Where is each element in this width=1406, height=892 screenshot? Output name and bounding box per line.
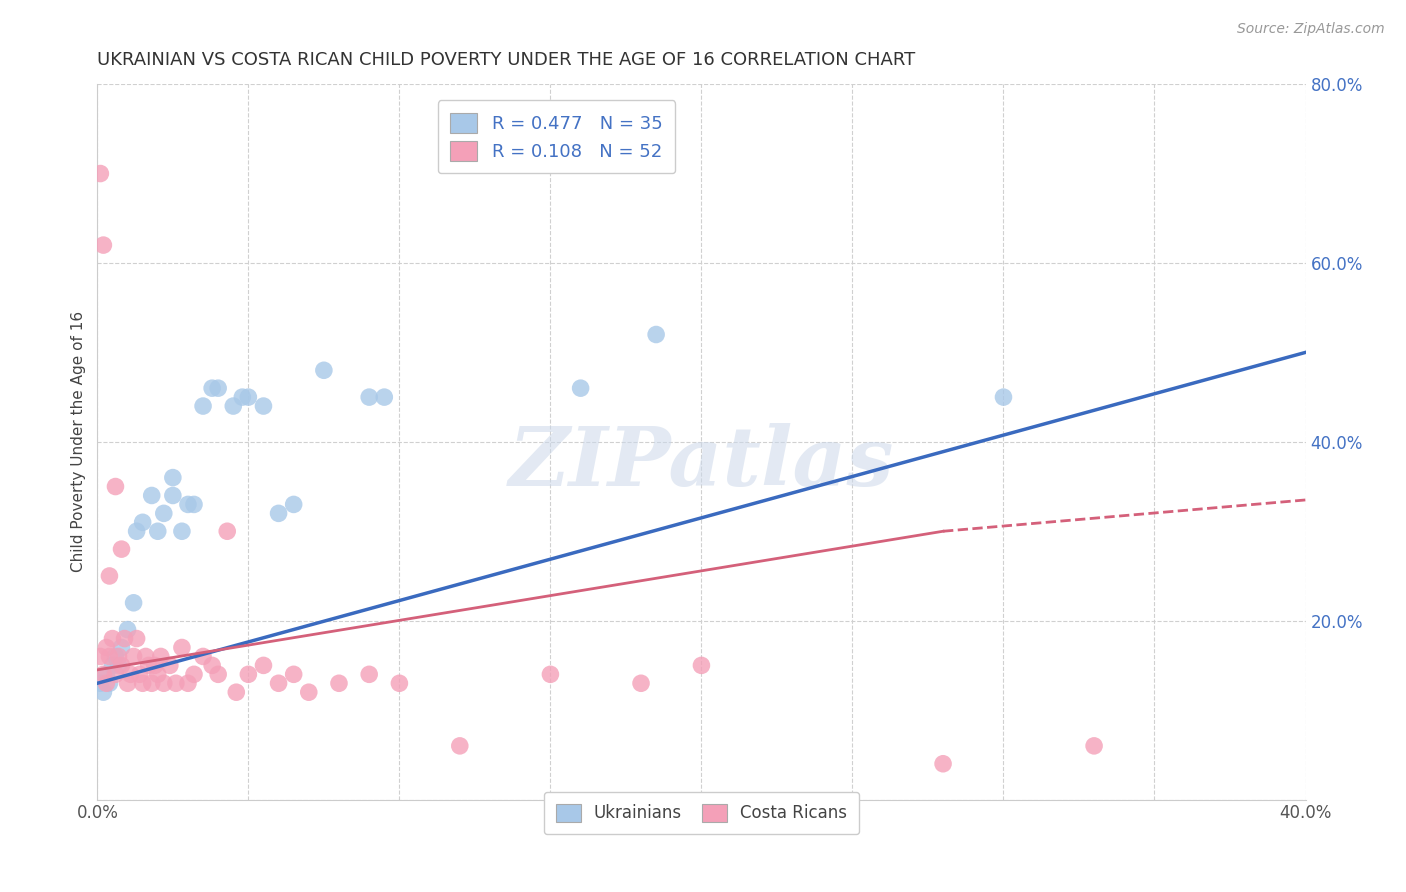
Point — [128, 667, 150, 681]
Point — [153, 507, 176, 521]
Point — [101, 658, 124, 673]
Point — [162, 470, 184, 484]
Point — [252, 658, 274, 673]
Point — [359, 667, 381, 681]
Point — [298, 685, 321, 699]
Point — [93, 667, 115, 681]
Point — [252, 399, 274, 413]
Point — [98, 676, 121, 690]
Point — [89, 167, 111, 181]
Point — [107, 658, 129, 673]
Point — [101, 632, 124, 646]
Point — [932, 756, 955, 771]
Point — [283, 497, 305, 511]
Point — [93, 685, 115, 699]
Point — [104, 479, 127, 493]
Point — [120, 667, 142, 681]
Point — [143, 658, 166, 673]
Point — [267, 507, 290, 521]
Point — [373, 390, 395, 404]
Point — [141, 676, 163, 690]
Point — [645, 327, 668, 342]
Point — [207, 667, 229, 681]
Y-axis label: Child Poverty Under the Age of 16: Child Poverty Under the Age of 16 — [72, 311, 86, 573]
Point — [222, 399, 245, 413]
Point — [201, 381, 224, 395]
Point — [96, 676, 118, 690]
Point — [207, 381, 229, 395]
Point — [104, 667, 127, 681]
Point — [146, 667, 169, 681]
Point — [141, 488, 163, 502]
Point — [110, 542, 132, 557]
Point — [122, 649, 145, 664]
Point — [104, 649, 127, 664]
Point — [225, 685, 247, 699]
Point — [449, 739, 471, 753]
Point — [96, 667, 118, 681]
Point — [1083, 739, 1105, 753]
Legend: Ukrainians, Costa Ricans: Ukrainians, Costa Ricans — [544, 792, 859, 834]
Point — [183, 667, 205, 681]
Point — [96, 640, 118, 655]
Point — [238, 667, 260, 681]
Point — [159, 658, 181, 673]
Point — [110, 658, 132, 673]
Point — [170, 524, 193, 539]
Point — [98, 569, 121, 583]
Point — [177, 676, 200, 690]
Point — [135, 649, 157, 664]
Point — [267, 676, 290, 690]
Point — [201, 658, 224, 673]
Point — [328, 676, 350, 690]
Point — [231, 390, 253, 404]
Point — [630, 676, 652, 690]
Point — [238, 390, 260, 404]
Point — [538, 667, 561, 681]
Point — [191, 399, 214, 413]
Point — [110, 640, 132, 655]
Point — [107, 649, 129, 664]
Point — [690, 658, 713, 673]
Text: Source: ZipAtlas.com: Source: ZipAtlas.com — [1237, 22, 1385, 37]
Point — [217, 524, 239, 539]
Point — [89, 649, 111, 664]
Point — [138, 658, 160, 673]
Point — [569, 381, 592, 395]
Point — [165, 676, 187, 690]
Point — [125, 632, 148, 646]
Point — [125, 524, 148, 539]
Point — [177, 497, 200, 511]
Point — [117, 623, 139, 637]
Point — [89, 676, 111, 690]
Point — [993, 390, 1015, 404]
Point — [162, 488, 184, 502]
Point — [122, 596, 145, 610]
Point — [170, 640, 193, 655]
Text: ZIPatlas: ZIPatlas — [509, 424, 894, 503]
Point — [131, 676, 153, 690]
Point — [114, 632, 136, 646]
Point — [98, 649, 121, 664]
Point — [93, 238, 115, 252]
Point — [131, 516, 153, 530]
Point — [191, 649, 214, 664]
Point — [283, 667, 305, 681]
Point — [359, 390, 381, 404]
Point — [117, 676, 139, 690]
Point — [183, 497, 205, 511]
Text: UKRAINIAN VS COSTA RICAN CHILD POVERTY UNDER THE AGE OF 16 CORRELATION CHART: UKRAINIAN VS COSTA RICAN CHILD POVERTY U… — [97, 51, 915, 69]
Point — [388, 676, 411, 690]
Point — [146, 524, 169, 539]
Point — [149, 649, 172, 664]
Point — [153, 676, 176, 690]
Point — [312, 363, 335, 377]
